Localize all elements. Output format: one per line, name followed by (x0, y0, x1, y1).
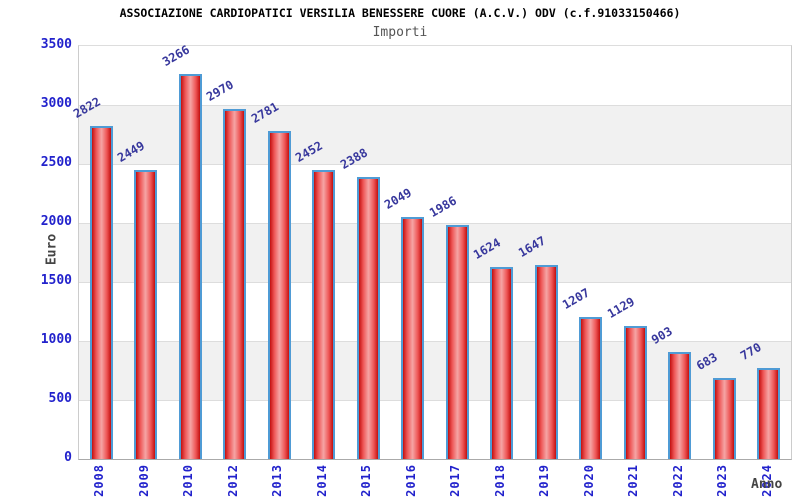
bar (134, 170, 158, 459)
x-tick-label: 2021 (626, 464, 641, 497)
chart-subtitle: Importi (372, 25, 428, 40)
x-axis-title: Anno (751, 477, 783, 492)
bar (89, 126, 113, 459)
y-tick-label: 3500 (40, 37, 72, 52)
x-tick-label: 2017 (448, 464, 463, 497)
bar (757, 368, 781, 459)
x-tick-label: 2016 (403, 464, 418, 497)
y-tick-label: 2000 (40, 214, 72, 229)
bar (223, 108, 247, 459)
bar (490, 267, 514, 459)
bar (534, 264, 558, 459)
grid-line (79, 164, 791, 165)
bar (623, 325, 647, 459)
x-tick-label: 2012 (225, 464, 240, 497)
x-tick-label: 2008 (92, 464, 107, 497)
bar (712, 378, 736, 459)
bar (579, 316, 603, 459)
x-tick-label: 2014 (314, 464, 329, 497)
x-tick-label: 2013 (270, 464, 285, 497)
grid-line (79, 341, 791, 342)
grid-line (79, 223, 791, 224)
x-tick-label: 2009 (136, 464, 151, 497)
grid-line (79, 400, 791, 401)
grid-line (79, 282, 791, 283)
x-tick-label: 2022 (670, 464, 685, 497)
x-tick-label: 2010 (181, 464, 196, 497)
y-tick-label: 2500 (40, 155, 72, 170)
bar (267, 130, 291, 459)
y-tick-label: 3000 (40, 96, 72, 111)
x-tick-label: 2023 (715, 464, 730, 497)
bar (401, 217, 425, 459)
grid-line (79, 105, 791, 106)
bar (312, 169, 336, 459)
bar (445, 224, 469, 459)
y-tick-label: 1500 (40, 273, 72, 288)
x-tick-label: 2015 (359, 464, 374, 497)
x-tick-label: 2020 (581, 464, 596, 497)
y-tick-label: 500 (48, 391, 72, 406)
y-tick-label: 1000 (40, 332, 72, 347)
bar (668, 352, 692, 459)
x-tick-label: 2019 (537, 464, 552, 497)
bar (178, 73, 202, 459)
y-tick-label: 0 (64, 450, 72, 465)
chart-title: ASSOCIAZIONE CARDIOPATICI VERSILIA BENES… (119, 6, 681, 20)
bar (356, 177, 380, 459)
x-tick-label: 2018 (492, 464, 507, 497)
plot-area: 2822 2449 3266 2970 2781 2452 2388 2049 1986 1624… (71, 42, 792, 460)
